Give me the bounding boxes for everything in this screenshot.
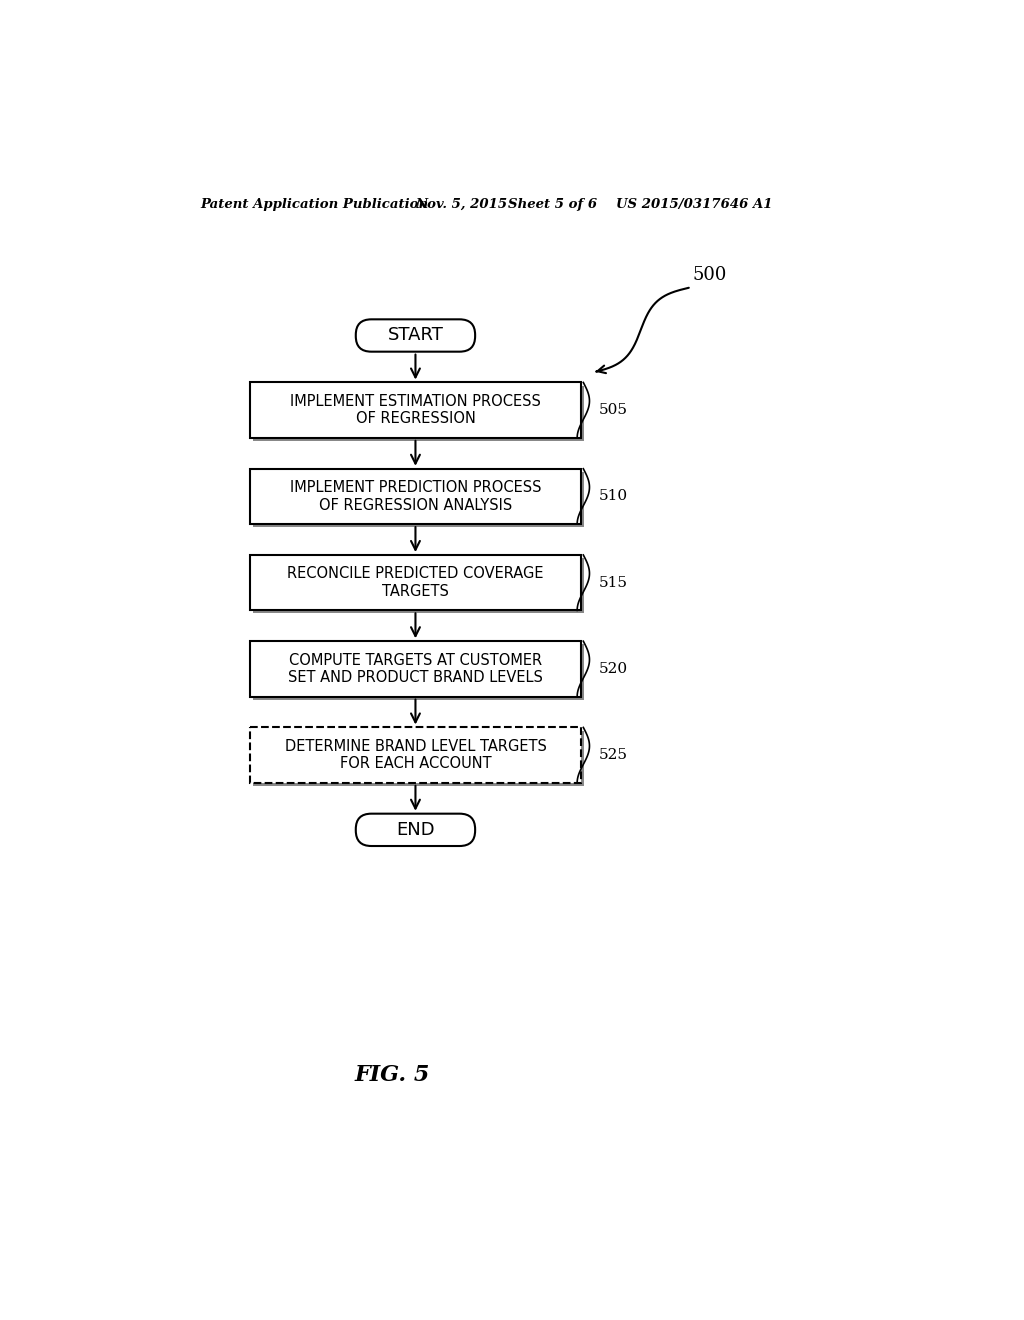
Text: 510: 510	[599, 490, 628, 503]
Text: Nov. 5, 2015: Nov. 5, 2015	[416, 198, 508, 211]
Text: 515: 515	[599, 576, 628, 590]
Text: 500: 500	[692, 267, 727, 284]
FancyBboxPatch shape	[355, 813, 475, 846]
FancyBboxPatch shape	[250, 469, 581, 524]
FancyBboxPatch shape	[250, 642, 581, 697]
Text: US 2015/0317646 A1: US 2015/0317646 A1	[615, 198, 772, 211]
FancyBboxPatch shape	[355, 319, 475, 351]
Text: Sheet 5 of 6: Sheet 5 of 6	[508, 198, 597, 211]
FancyBboxPatch shape	[253, 471, 584, 527]
Text: END: END	[396, 821, 435, 838]
Text: START: START	[387, 326, 443, 345]
Text: COMPUTE TARGETS AT CUSTOMER
SET AND PRODUCT BRAND LEVELS: COMPUTE TARGETS AT CUSTOMER SET AND PROD…	[288, 652, 543, 685]
Text: Patent Application Publication: Patent Application Publication	[200, 198, 428, 211]
FancyBboxPatch shape	[250, 727, 581, 783]
Text: IMPLEMENT ESTIMATION PROCESS
OF REGRESSION: IMPLEMENT ESTIMATION PROCESS OF REGRESSI…	[290, 393, 541, 426]
FancyBboxPatch shape	[250, 554, 581, 610]
Text: IMPLEMENT PREDICTION PROCESS
OF REGRESSION ANALYSIS: IMPLEMENT PREDICTION PROCESS OF REGRESSI…	[290, 480, 542, 512]
FancyBboxPatch shape	[253, 730, 584, 785]
Text: FIG. 5: FIG. 5	[354, 1064, 430, 1085]
Text: 525: 525	[599, 748, 628, 762]
Text: RECONCILE PREDICTED COVERAGE
TARGETS: RECONCILE PREDICTED COVERAGE TARGETS	[287, 566, 544, 599]
FancyBboxPatch shape	[253, 385, 584, 441]
Text: DETERMINE BRAND LEVEL TARGETS
FOR EACH ACCOUNT: DETERMINE BRAND LEVEL TARGETS FOR EACH A…	[285, 739, 547, 771]
Text: 505: 505	[599, 403, 628, 417]
FancyBboxPatch shape	[253, 558, 584, 614]
Text: 520: 520	[599, 661, 628, 676]
FancyBboxPatch shape	[253, 644, 584, 700]
FancyBboxPatch shape	[250, 383, 581, 438]
